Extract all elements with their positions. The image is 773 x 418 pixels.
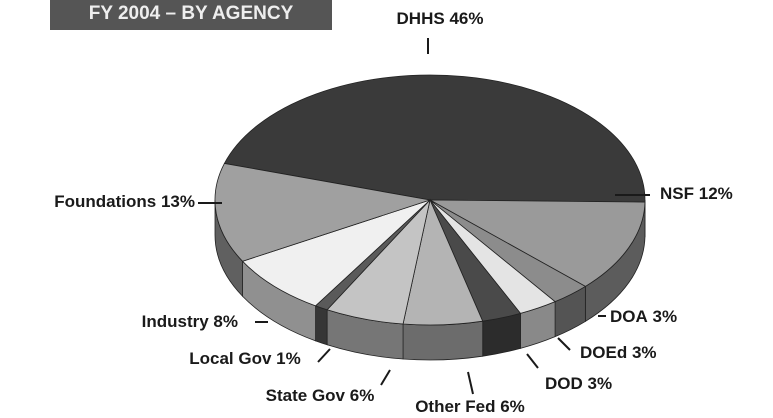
- category-label: DOA: [610, 307, 648, 326]
- slice-label: NSF 12%: [660, 184, 733, 203]
- category-label: DHHS: [397, 9, 445, 28]
- category-label: Foundations: [54, 192, 156, 211]
- slice-label: DOD 3%: [545, 374, 612, 393]
- category-label: DOD: [545, 374, 583, 393]
- category-label: Other Fed: [415, 397, 495, 416]
- value-label: 6%: [500, 397, 525, 416]
- leader-line: [317, 348, 331, 363]
- value-label: 1%: [276, 349, 301, 368]
- category-label: State Gov: [266, 386, 346, 405]
- slice-label: Industry 8%: [142, 312, 238, 331]
- leader-line: [526, 353, 539, 369]
- value-label: 6%: [350, 386, 375, 405]
- slice-label: DOEd 3%: [580, 343, 657, 362]
- title-box: [50, 0, 332, 30]
- category-label: NSF: [660, 184, 694, 203]
- category-label: Industry: [142, 312, 210, 331]
- category-label: Local Gov: [189, 349, 272, 368]
- slice: [214, 163, 431, 262]
- tops: [214, 74, 646, 326]
- leader-line: [467, 371, 474, 395]
- value-label: 12%: [699, 184, 733, 203]
- slice-label: Local Gov 1%: [189, 349, 301, 368]
- chart-title: FY 2004 – BY AGENCY: [89, 3, 294, 24]
- slice-side: [315, 305, 328, 346]
- slice: [429, 199, 646, 287]
- slice: [241, 199, 431, 307]
- slice: [223, 74, 646, 203]
- value-label: 8%: [213, 312, 238, 331]
- slice-label: Foundations 13%: [54, 192, 195, 211]
- leader-line: [557, 337, 571, 351]
- side-walls: [214, 199, 646, 361]
- value-label: 3%: [653, 307, 678, 326]
- slice-label: DHHS 46%: [397, 9, 484, 28]
- value-label: 13%: [161, 192, 195, 211]
- slice-label: State Gov 6%: [266, 386, 375, 405]
- slice-label: DOA 3%: [610, 307, 677, 326]
- slice-side: [402, 320, 484, 361]
- value-label: 3%: [588, 374, 613, 393]
- leader-line: [380, 369, 391, 386]
- slice-label: Other Fed 6%: [415, 397, 525, 416]
- category-label: DOEd: [580, 343, 627, 362]
- value-label: 3%: [632, 343, 657, 362]
- value-label: 46%: [449, 9, 483, 28]
